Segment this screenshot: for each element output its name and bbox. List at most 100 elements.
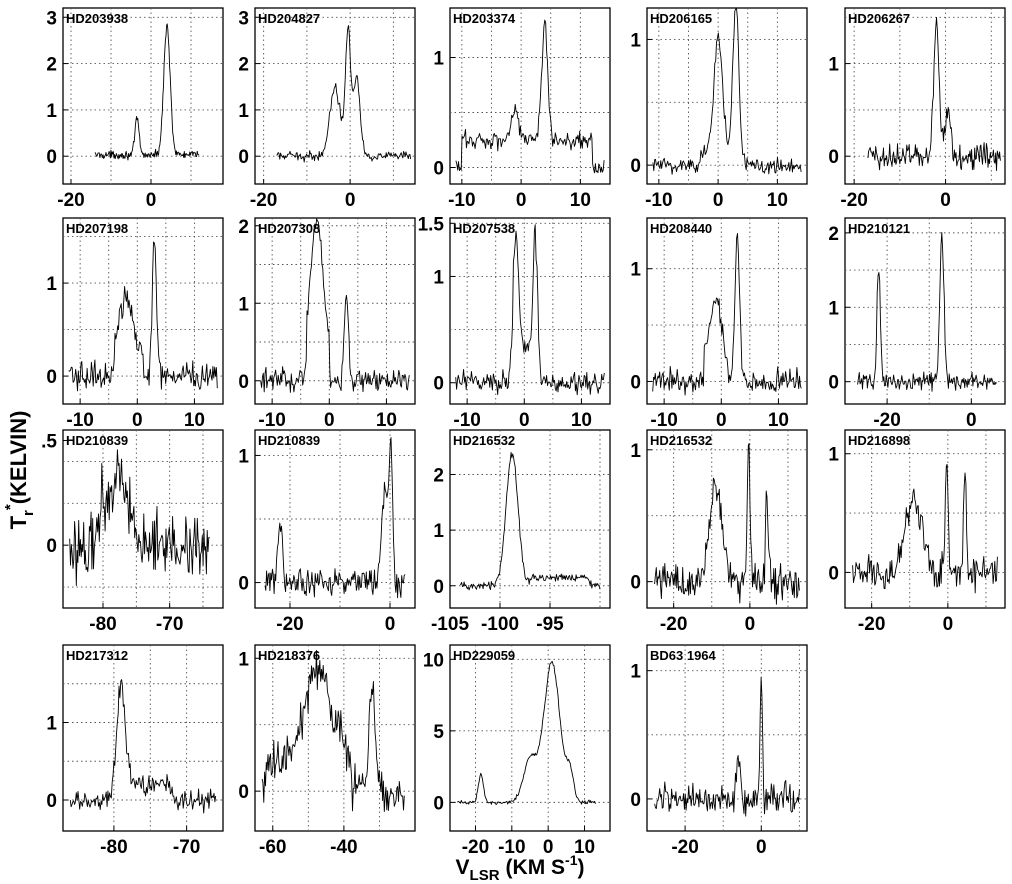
x-tick-label: 0 [745,614,756,635]
x-tick-label: -10 [66,410,93,431]
panel-frame [254,7,416,185]
panel-frame [646,217,808,405]
panel-title: HD229059 [453,648,515,663]
y-tick-label: 0 [46,791,57,812]
spectrum-line [276,25,412,163]
panel-title: HD207308 [258,221,320,236]
spectrum-panel-16: 0 1 -80 -70 HD217312 [46,644,224,858]
panel-title: HD210121 [848,221,910,236]
spectrum-line [69,679,217,814]
panel-title: HD217312 [66,648,128,663]
x-tick-label: -20 [57,190,84,211]
y-tick-label: 1 [828,55,839,76]
spectrum-panel-18: 0 5 10 -20 -10 0 10 HD229059 [423,644,611,858]
y-tick-label: 0 [238,372,249,393]
x-axis-label-sup: -1 [565,852,578,868]
x-tick-label: -10 [448,190,475,211]
panel-frame [449,217,611,405]
y-tick-label: 1 [238,649,249,670]
panel-frame [646,7,808,185]
x-axis-label-unit: (KM S [506,856,566,879]
panel-frame [449,7,611,185]
x-tick-label: -60 [259,837,286,858]
panel-title: HD216532 [453,433,515,448]
spectrum-panel-17: 0 1 -60 -40 HD218376 [238,644,416,858]
panel-title: HD208440 [650,221,712,236]
y-tick-label: 0 [630,372,641,393]
y-tick-label: 2 [238,217,249,238]
x-tick-label: 10 [574,837,595,858]
y-tick-label: 1 [46,714,57,735]
y-tick-label: 1 [630,662,641,683]
spectrum-panel-15: 0 1 -20 0 HD216898 [828,429,1006,635]
y-axis-label-unit: (KELVIN) [6,411,31,505]
y-axis-label-main: T [6,515,31,529]
x-tick-label: -80 [89,614,116,635]
spectrum-panel-1: 0 1 2 3 -20 0 HD203938 [46,7,224,211]
spectrum-line [69,449,210,587]
spectrum-panel-13: 0 1 2 -105 -100 -95 HD216532 [431,429,611,635]
spectrum-line [264,437,406,599]
y-tick-label: 10 [423,650,444,671]
y-tick-label: 0 [238,147,249,168]
y-tick-label: 2 [828,224,839,245]
spectrum-panel-11: 0 .5 -80 -70 HD210839 [41,429,224,635]
panel-title: HD216532 [650,433,712,448]
x-tick-label: 0 [519,410,530,431]
y-tick-label: 0 [630,573,641,594]
y-tick-label: 1 [630,441,641,462]
spectrum-panel-12: 0 1 -20 0 HD210839 [238,429,416,635]
y-tick-label: 1 [630,260,641,281]
x-tick-label: 0 [146,190,157,211]
y-axis-label-sup: * [2,504,19,510]
x-axis-label-sub: LSR [470,867,500,884]
panel-title: HD218376 [258,648,320,663]
panel-title: HD204827 [258,11,320,26]
y-tick-label: 0 [828,147,839,168]
y-tick-label: 0 [828,563,839,584]
y-tick-label: 1 [46,101,57,122]
y-tick-label: 1 [433,49,444,70]
panel-frame [646,644,808,832]
x-tick-label: 0 [543,837,554,858]
x-tick-label: -20 [873,410,900,431]
x-tick-label: -40 [330,837,357,858]
y-axis-label: Tr*(KELVIN) [2,411,37,530]
spectrum-line [459,451,601,591]
spectrum-panel-5: 0 1 -20 0 HD206267 [828,7,1006,211]
spectrum-line [260,218,410,393]
y-tick-label: 1 [433,521,444,542]
spectrum-line [654,443,800,605]
y-tick-label: 1 [238,101,249,122]
spectrum-panel-19: 0 1 -20 0 BD63 1964 [630,644,808,858]
x-tick-label: -70 [156,614,183,635]
y-tick-label: 0 [828,373,839,394]
spectrum-panel-9: 0 1 -10 0 10 HD208440 [630,217,808,431]
x-tick-label: -20 [858,614,885,635]
x-tick-label: -10 [650,410,677,431]
y-tick-label: 2 [433,466,444,487]
y-tick-label: 0 [433,159,444,180]
panel-frame [254,644,416,832]
panel-title: HD207198 [66,221,128,236]
x-tick-label: 10 [767,190,788,211]
y-tick-label: 1 [46,274,57,295]
x-tick-label: 10 [184,410,205,431]
y-tick-label: 0 [433,577,444,598]
x-tick-label: -20 [840,190,867,211]
y-tick-label: 0 [46,147,57,168]
y-tick-label: 0 [46,536,57,557]
y-tick-label: 0 [238,574,249,595]
y-tick-label: 1 [238,446,249,467]
spectrum-line [455,19,605,174]
x-tick-label: 0 [324,410,335,431]
x-tick-label: -105 [431,614,469,635]
x-axis-label: VLSR (KM S-1) [456,852,585,884]
x-axis-label-main: V [456,856,470,879]
panel-title: HD203374 [453,11,516,26]
spectrum-line [261,650,405,813]
